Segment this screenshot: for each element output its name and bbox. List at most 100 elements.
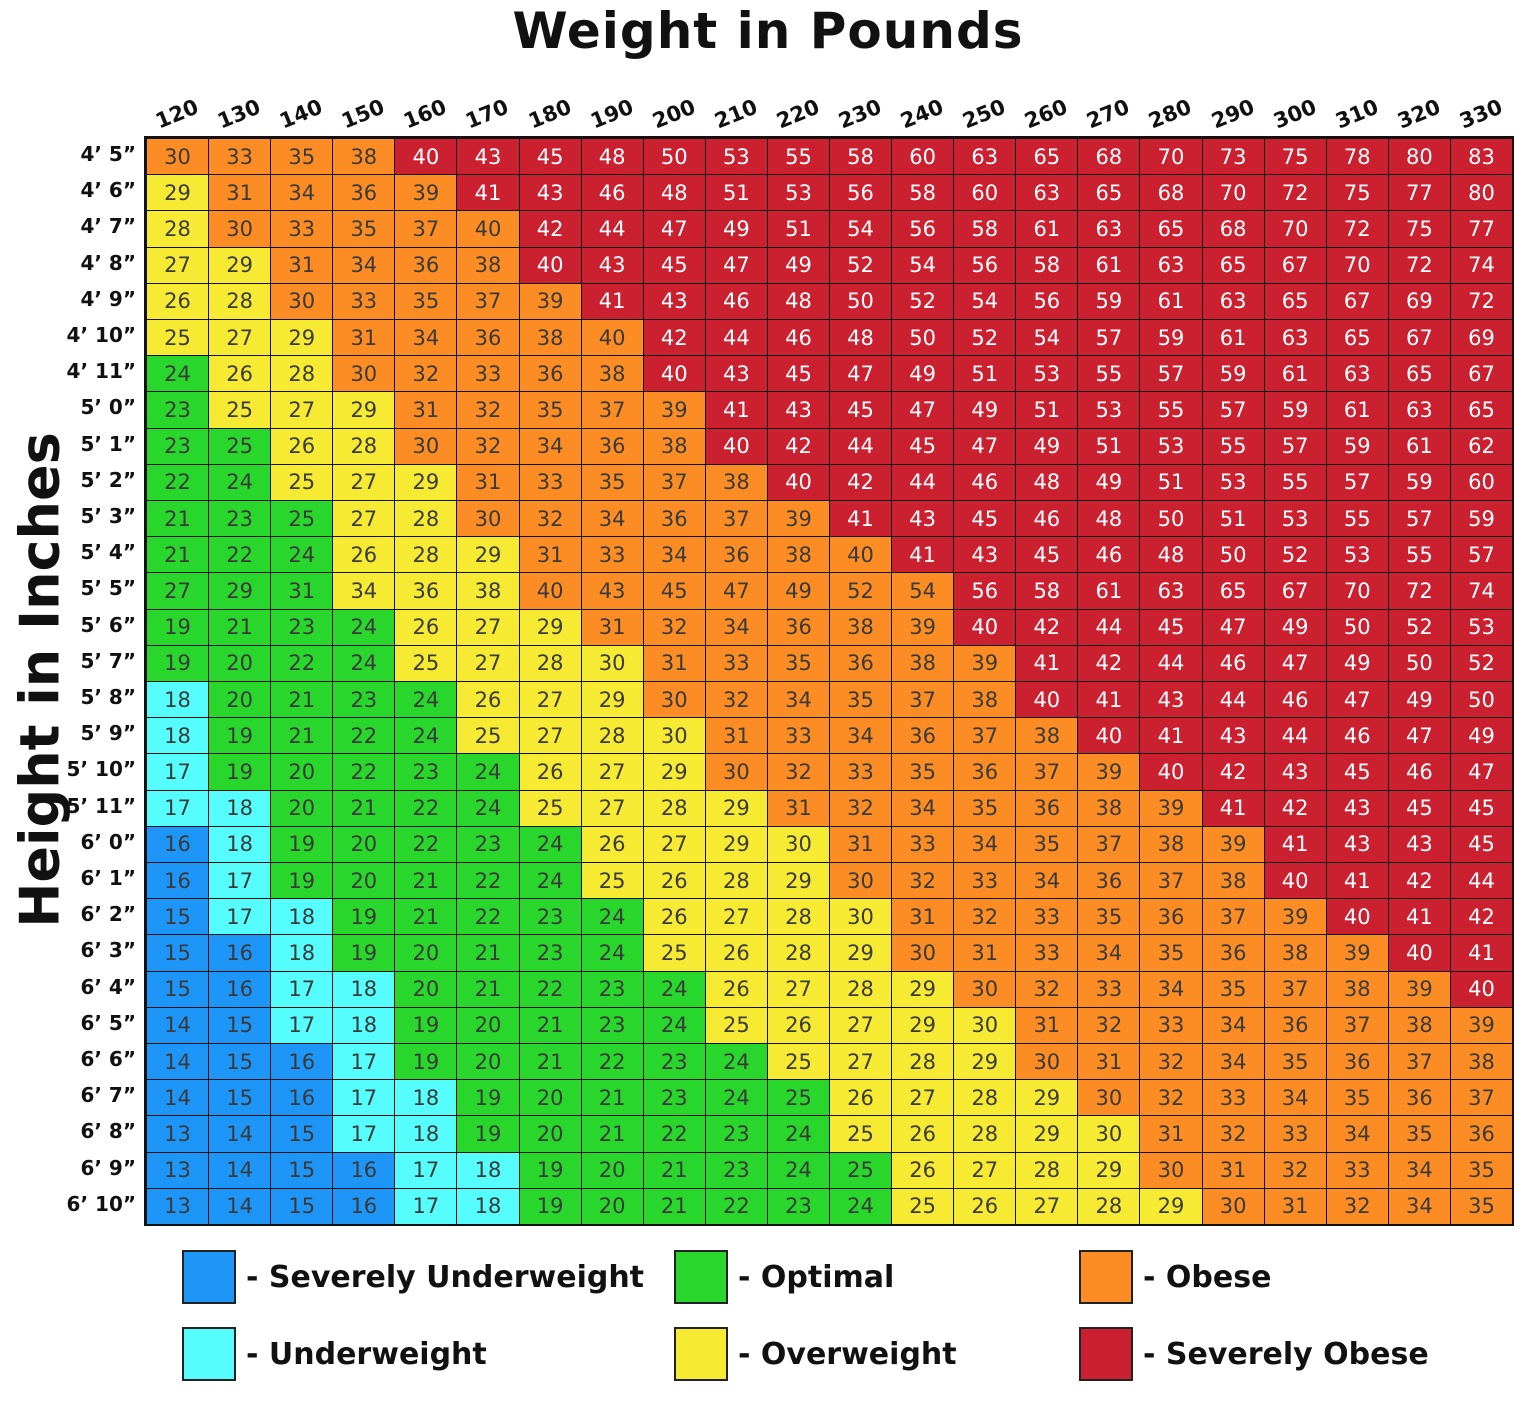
bmi-cell: 60 <box>953 174 1017 212</box>
bmi-cell: 40 <box>1325 898 1389 936</box>
column-header: 210 <box>710 94 761 134</box>
bmi-cell: 34 <box>1201 1006 1265 1044</box>
bmi-cell: 52 <box>953 319 1017 357</box>
bmi-cell: 70 <box>1139 138 1203 176</box>
bmi-cell: 14 <box>208 1115 272 1153</box>
bmi-cell: 65 <box>1201 572 1265 610</box>
bmi-cell: 39 <box>891 608 955 646</box>
bmi-cell: 68 <box>1201 210 1265 248</box>
bmi-cell: 18 <box>456 1187 520 1225</box>
bmi-cell: 32 <box>1325 1187 1389 1225</box>
bmi-cell: 44 <box>1263 717 1327 755</box>
row-header: 6’ 6” <box>80 1047 136 1071</box>
bmi-cell: 37 <box>704 500 768 538</box>
bmi-cell: 50 <box>1201 536 1265 574</box>
column-header: 320 <box>1393 94 1444 134</box>
bmi-cell: 35 <box>394 282 458 320</box>
bmi-cell: 48 <box>580 138 644 176</box>
bmi-cell: 45 <box>642 246 706 284</box>
bmi-cell: 42 <box>766 427 830 465</box>
bmi-cell: 25 <box>829 1115 893 1153</box>
bmi-cell: 32 <box>1077 1006 1141 1044</box>
bmi-cell: 33 <box>1015 898 1079 936</box>
bmi-cell: 20 <box>270 789 334 827</box>
bmi-cell: 48 <box>1139 536 1203 574</box>
bmi-cell: 28 <box>953 1079 1017 1117</box>
bmi-cell: 40 <box>394 138 458 176</box>
bmi-cell: 25 <box>270 463 334 501</box>
bmi-cell: 21 <box>518 1006 582 1044</box>
bmi-cell: 25 <box>208 427 272 465</box>
bmi-cell: 30 <box>642 681 706 719</box>
bmi-cell: 16 <box>270 1043 334 1081</box>
bmi-cell: 17 <box>208 862 272 900</box>
bmi-cell: 35 <box>953 789 1017 827</box>
bmi-cell: 43 <box>580 572 644 610</box>
bmi-cell: 34 <box>766 681 830 719</box>
bmi-cell: 83 <box>1449 138 1513 176</box>
bmi-cell: 42 <box>829 463 893 501</box>
bmi-cell: 80 <box>1387 138 1451 176</box>
bmi-cell: 16 <box>146 825 210 863</box>
bmi-cell: 38 <box>1201 862 1265 900</box>
legend-item: - Overweight <box>674 1327 957 1381</box>
column-header: 140 <box>276 94 326 134</box>
row-header: 5’ 0” <box>80 395 136 420</box>
bmi-cell: 49 <box>953 391 1017 429</box>
bmi-cell: 34 <box>1263 1079 1327 1117</box>
bmi-cell: 25 <box>394 644 458 682</box>
bmi-cell: 44 <box>1449 862 1513 900</box>
bmi-cell: 46 <box>1387 753 1451 791</box>
bmi-cell: 34 <box>394 319 458 357</box>
bmi-cell: 33 <box>208 138 272 176</box>
bmi-cell: 57 <box>1139 355 1203 393</box>
bmi-cell: 20 <box>518 1115 582 1153</box>
column-header: 220 <box>773 94 823 134</box>
bmi-cell: 27 <box>829 1006 893 1044</box>
legend-swatch <box>182 1250 236 1304</box>
bmi-cell: 29 <box>1015 1079 1079 1117</box>
bmi-cell: 30 <box>580 644 644 682</box>
bmi-cell: 36 <box>1015 789 1079 827</box>
bmi-cell: 28 <box>146 210 210 248</box>
row-header: 5’ 11” <box>66 793 136 818</box>
bmi-cell: 27 <box>580 753 644 791</box>
bmi-cell: 46 <box>580 174 644 212</box>
bmi-cell: 22 <box>208 536 272 574</box>
bmi-cell: 26 <box>332 536 396 574</box>
bmi-cell: 18 <box>270 934 334 972</box>
bmi-cell: 43 <box>642 282 706 320</box>
bmi-cell: 24 <box>829 1187 893 1225</box>
bmi-cell: 45 <box>891 427 955 465</box>
bmi-cell: 31 <box>891 898 955 936</box>
bmi-cell: 63 <box>1387 391 1451 429</box>
bmi-cell: 20 <box>456 1006 520 1044</box>
legend-label: - Overweight <box>738 1336 957 1372</box>
bmi-cell: 35 <box>1015 825 1079 863</box>
bmi-cell: 16 <box>208 970 272 1008</box>
bmi-cell: 53 <box>1325 536 1389 574</box>
bmi-cell: 29 <box>518 608 582 646</box>
bmi-cell: 77 <box>1449 210 1513 248</box>
bmi-cell: 63 <box>1325 355 1389 393</box>
bmi-cell: 21 <box>394 862 458 900</box>
bmi-cell: 34 <box>1015 862 1079 900</box>
bmi-cell: 38 <box>891 644 955 682</box>
bmi-cell: 26 <box>891 1151 955 1189</box>
column-header: 230 <box>835 94 885 134</box>
bmi-cell: 37 <box>1387 1043 1451 1081</box>
bmi-cell: 67 <box>1263 572 1327 610</box>
bmi-cell: 21 <box>518 1043 582 1081</box>
bmi-cell: 21 <box>146 536 210 574</box>
column-header: 310 <box>1331 94 1382 134</box>
bmi-cell: 32 <box>642 608 706 646</box>
bmi-cell: 33 <box>518 463 582 501</box>
bmi-cell: 26 <box>146 282 210 320</box>
bmi-cell: 43 <box>580 246 644 284</box>
bmi-cell: 19 <box>146 608 210 646</box>
bmi-cell: 43 <box>891 500 955 538</box>
bmi-cell: 28 <box>518 644 582 682</box>
bmi-cell: 44 <box>580 210 644 248</box>
bmi-cell: 38 <box>1325 970 1389 1008</box>
bmi-cell: 29 <box>146 174 210 212</box>
